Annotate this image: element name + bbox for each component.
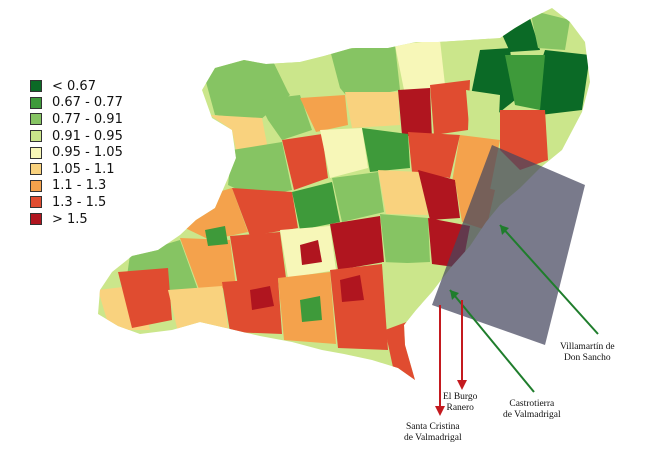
municipality	[300, 296, 322, 322]
legend-swatch	[30, 213, 42, 226]
municipality	[258, 95, 312, 140]
castrotierra-label-line1: Castrotierra	[509, 399, 555, 409]
legend-label: 1.05 - 1.1	[52, 161, 115, 177]
legend-swatch	[30, 96, 42, 109]
municipality	[530, 10, 570, 50]
municipality	[505, 55, 545, 110]
legend-swatch	[30, 130, 42, 143]
municipality	[345, 92, 400, 128]
municipality	[332, 172, 384, 222]
legend-label: 1.1 - 1.3	[52, 178, 107, 194]
municipality	[230, 232, 286, 286]
municipality	[395, 40, 445, 95]
legend-item: 0.77 - 0.91	[30, 111, 123, 128]
municipality	[228, 142, 292, 198]
el-burgo-label: El Burgo Ranero	[443, 392, 477, 414]
legend-label: 1.3 - 1.5	[52, 194, 107, 210]
legend-item: 1.1 - 1.3	[30, 178, 123, 195]
municipality	[180, 238, 236, 292]
legend-item: 0.95 - 1.05	[30, 144, 123, 161]
villamartin-pointer	[499, 224, 599, 335]
villamartin-label-line2: Don Sancho	[563, 353, 611, 363]
municipality	[282, 134, 328, 190]
legend-item: 1.3 - 1.5	[30, 194, 123, 211]
santa-cristina-label-line2: de Valmadrigal	[404, 433, 462, 443]
municipality	[300, 240, 322, 265]
legend-item: > 1.5	[30, 211, 123, 228]
legend: < 0.67 0.67 - 0.77 0.77 - 0.91 0.91 - 0.…	[30, 78, 123, 227]
municipality	[300, 95, 348, 132]
legend-label: 0.77 - 0.91	[52, 111, 123, 127]
legend-item: 0.67 - 0.77	[30, 95, 123, 112]
municipality	[362, 128, 410, 172]
legend-swatch	[30, 146, 42, 159]
legend-swatch	[30, 196, 42, 209]
castrotierra-label: Castrotierra de Valmadrigal	[503, 399, 561, 421]
el-burgo-arrowhead	[457, 380, 467, 390]
santa-cristina-label-line1: Santa Cristina	[406, 422, 460, 432]
municipality	[168, 286, 228, 332]
highlight-zone	[432, 145, 585, 345]
legend-swatch	[30, 163, 42, 176]
municipality	[378, 170, 428, 215]
municipality	[232, 188, 298, 236]
municipality	[330, 216, 384, 270]
municipality	[398, 88, 432, 140]
legend-swatch	[30, 113, 42, 126]
municipality	[270, 50, 340, 110]
municipality	[418, 170, 460, 220]
municipality	[382, 262, 432, 340]
castrotierra-arrowhead	[450, 290, 459, 300]
municipality	[408, 132, 460, 178]
municipality	[250, 286, 274, 310]
municipality	[430, 80, 470, 135]
el-burgo-label-line2: Ranero	[446, 403, 474, 413]
municipality	[385, 320, 418, 380]
municipality	[380, 214, 430, 264]
municipality	[320, 128, 368, 178]
municipality	[330, 45, 400, 100]
villamartin-arrowhead	[500, 225, 509, 235]
el-burgo-label-line1: El Burgo	[443, 392, 478, 402]
municipality	[466, 90, 500, 140]
municipality	[535, 50, 590, 115]
municipality	[118, 268, 172, 328]
santa-cristina-label: Santa Cristina de Valmadrigal	[404, 422, 462, 444]
legend-swatch	[30, 80, 42, 93]
villamartin-label: Villamartín de Don Sancho	[560, 342, 615, 364]
legend-label: 0.95 - 1.05	[52, 145, 123, 161]
legend-label: > 1.5	[52, 211, 88, 227]
villamartin-label-line1: Villamartín de	[560, 342, 615, 352]
legend-label: < 0.67	[52, 78, 96, 94]
legend-item: < 0.67	[30, 78, 123, 95]
municipality	[340, 275, 364, 302]
municipality	[205, 226, 228, 246]
castrotierra-label-line2: de Valmadrigal	[503, 410, 561, 420]
legend-swatch	[30, 179, 42, 192]
legend-label: 0.91 - 0.95	[52, 128, 123, 144]
legend-label: 0.67 - 0.77	[52, 95, 123, 111]
legend-item: 1.05 - 1.1	[30, 161, 123, 178]
municipality-patches	[98, 10, 590, 380]
legend-item: 0.91 - 0.95	[30, 128, 123, 145]
castrotierra-pointer	[449, 289, 535, 393]
santa-cristina-arrowhead	[435, 406, 445, 416]
municipality	[292, 182, 340, 230]
